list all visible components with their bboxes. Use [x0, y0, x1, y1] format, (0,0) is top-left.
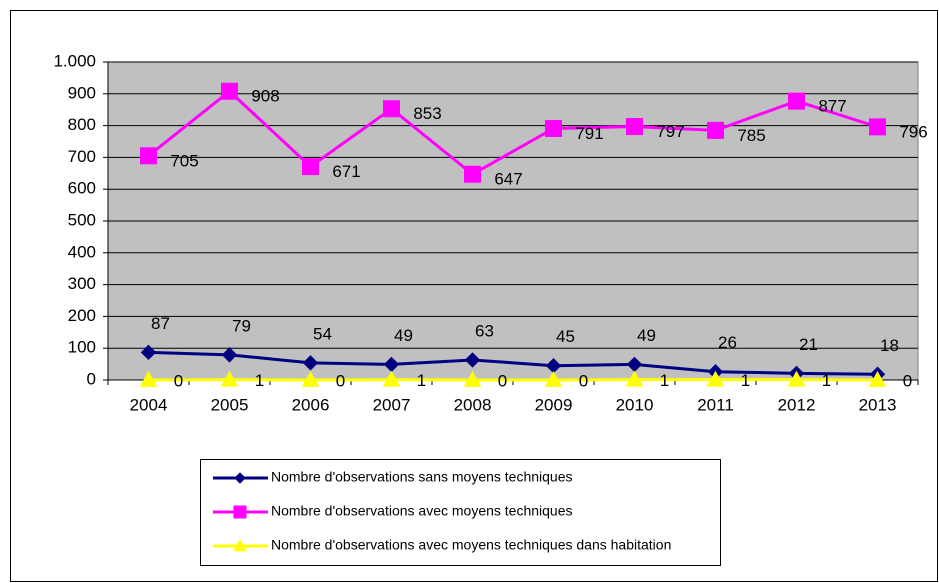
data-label: 853 [413, 104, 441, 123]
data-label: 21 [799, 335, 818, 354]
y-tick-label: 200 [68, 306, 96, 325]
data-label: 0 [174, 371, 183, 390]
data-point [140, 147, 157, 165]
data-point [869, 118, 886, 136]
data-label: 0 [579, 371, 588, 390]
data-point [382, 370, 401, 387]
data-point [788, 92, 805, 110]
data-point [544, 370, 563, 387]
data-point [302, 355, 319, 371]
data-label: 87 [151, 314, 170, 333]
data-point [626, 118, 643, 136]
data-label: 79 [232, 316, 251, 335]
data-point [302, 158, 319, 176]
data-label: 0 [336, 371, 345, 390]
y-tick-label: 600 [68, 179, 96, 198]
x-tick-label: 2004 [130, 395, 168, 414]
data-label: 1 [417, 371, 426, 390]
data-label: 45 [556, 327, 575, 346]
data-label: 1 [822, 371, 831, 390]
data-label: 49 [637, 326, 656, 345]
data-point [140, 344, 157, 361]
data-point [464, 165, 481, 183]
data-label: 647 [494, 170, 522, 189]
y-tick-label: 100 [68, 338, 96, 357]
x-tick-label: 2009 [535, 395, 573, 414]
data-label: 796 [899, 122, 927, 141]
x-tick-label: 2005 [211, 395, 249, 414]
data-label: 877 [818, 97, 846, 116]
y-tick-label: 0 [87, 369, 96, 388]
legend-marker [233, 538, 247, 552]
series-line [147, 89, 878, 177]
x-tick-label: 2013 [859, 395, 897, 414]
data-point [464, 352, 481, 368]
legend-marker [233, 505, 247, 519]
y-tick-label: 500 [68, 210, 96, 229]
data-label: 908 [251, 87, 279, 106]
data-label: 791 [575, 124, 603, 143]
x-tick-label: 2010 [616, 395, 654, 414]
data-label: 54 [313, 324, 332, 343]
data-label: 63 [475, 321, 494, 340]
legend-box [200, 459, 721, 566]
x-tick-label: 2008 [454, 395, 492, 414]
data-label: 797 [656, 122, 684, 141]
x-tick-label: 2007 [373, 395, 411, 414]
data-label: 0 [498, 371, 507, 390]
data-point [139, 370, 158, 387]
data-label: 1 [255, 371, 264, 390]
data-label: 49 [394, 326, 413, 345]
data-label: 671 [332, 162, 360, 181]
x-tick-label: 2006 [292, 395, 330, 414]
data-point [301, 370, 320, 387]
data-point [625, 370, 644, 387]
y-tick-label: 1.000 [53, 51, 96, 70]
y-tick-label: 900 [68, 83, 96, 102]
legend-label: Nombre d'observations sans moyens techni… [271, 469, 573, 485]
data-label: 1 [660, 371, 669, 390]
data-point [220, 370, 239, 387]
data-point [383, 100, 400, 118]
data-label: 0 [903, 371, 912, 390]
y-tick-label: 700 [68, 147, 96, 166]
y-tick-label: 800 [68, 115, 96, 134]
y-tick-label: 300 [68, 274, 96, 293]
data-label: 705 [170, 151, 198, 170]
legend-marker [234, 472, 246, 484]
data-point [868, 370, 887, 387]
data-label: 26 [718, 333, 737, 352]
legend-label: Nombre d'observations avec moyens techni… [271, 537, 671, 553]
data-point [221, 82, 238, 100]
data-point [707, 121, 724, 139]
data-point [221, 347, 238, 363]
data-point [706, 370, 725, 387]
data-point [545, 119, 562, 137]
data-point [787, 370, 806, 387]
data-label: 1 [741, 371, 750, 390]
y-tick-label: 400 [68, 242, 96, 261]
data-label: 785 [737, 126, 765, 145]
data-point [463, 370, 482, 387]
data-label: 18 [880, 336, 899, 355]
legend-label: Nombre d'observations avec moyens techni… [271, 503, 573, 519]
series-line [148, 350, 878, 376]
x-tick-label: 2012 [778, 395, 816, 414]
x-tick-label: 2011 [697, 395, 734, 414]
